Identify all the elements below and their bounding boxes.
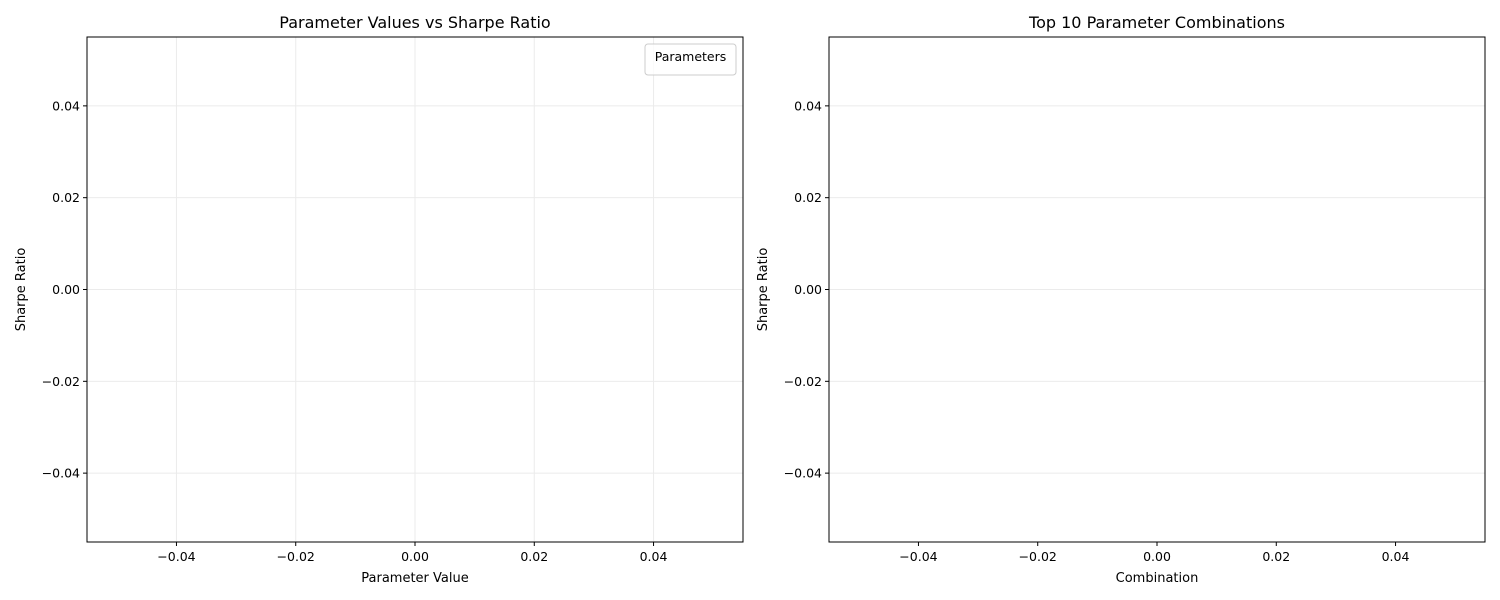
legend-box (644, 43, 737, 76)
y-tick-label: 0.02 (794, 190, 822, 205)
y-tick-label: −0.02 (784, 374, 822, 389)
x-tick-label: 0.02 (1262, 549, 1290, 564)
y-axis-label: Sharpe Ratio (756, 248, 771, 332)
chart-title: Parameter Values vs Sharpe Ratio (279, 13, 550, 32)
y-tick-label: 0.00 (52, 282, 80, 297)
x-tick-label: −0.04 (899, 549, 937, 564)
y-tick-label: −0.04 (784, 466, 822, 481)
legend: Parameters (644, 43, 737, 76)
y-tick-label: 0.00 (794, 282, 822, 297)
y-tick-label: 0.04 (52, 98, 80, 113)
x-tick-label: 0.00 (401, 549, 429, 564)
x-tick-label: −0.04 (157, 549, 195, 564)
x-tick-label: 0.00 (1143, 549, 1171, 564)
y-tick-label: −0.02 (42, 374, 80, 389)
chart-title: Top 10 Parameter Combinations (1028, 13, 1285, 32)
x-tick-label: 0.02 (520, 549, 548, 564)
y-tick-label: 0.04 (794, 98, 822, 113)
legend-title: Parameters (655, 49, 727, 64)
chart-top-combinations: −0.04 −0.02 0.00 0.02 0.04 −0.04 −0.02 0.00 0.02… (756, 13, 1486, 586)
chart-param-values: −0.04 −0.02 0.00 0.02 0.04 −0.04 −0.02 0.00 0.02… (14, 13, 744, 586)
x-tick-label: −0.02 (1019, 549, 1057, 564)
x-tick-label: 0.04 (1382, 549, 1410, 564)
x-tick-label: −0.02 (277, 549, 315, 564)
y-tick-label: −0.04 (42, 466, 80, 481)
x-axis-label: Parameter Value (361, 571, 468, 586)
y-axis-label: Sharpe Ratio (14, 248, 29, 332)
x-tick-label: 0.04 (640, 549, 668, 564)
y-tick-label: 0.02 (52, 190, 80, 205)
x-axis-label: Combination (1116, 571, 1199, 586)
